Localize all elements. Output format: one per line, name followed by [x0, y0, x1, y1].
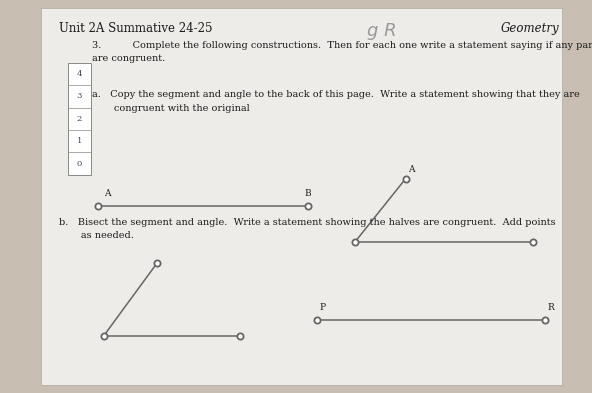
Text: 0: 0 [77, 160, 82, 168]
FancyBboxPatch shape [41, 8, 562, 385]
Text: b.   Bisect the segment and angle.  Write a statement showing the halves are con: b. Bisect the segment and angle. Write a… [59, 218, 556, 240]
Text: 1: 1 [76, 137, 82, 145]
Text: 2: 2 [77, 115, 82, 123]
Text: a.   Copy the segment and angle to the back of this page.  Write a statement sho: a. Copy the segment and angle to the bac… [92, 90, 580, 112]
Text: R: R [548, 303, 554, 312]
Text: Geometry: Geometry [501, 22, 559, 35]
FancyBboxPatch shape [68, 63, 91, 175]
Text: A: A [408, 165, 414, 174]
Text: A: A [104, 189, 110, 198]
Text: 3: 3 [76, 92, 82, 101]
Text: Unit 2A Summative 24-25: Unit 2A Summative 24-25 [59, 22, 213, 35]
Text: 3.          Complete the following constructions.  Then for each one write a sta: 3. Complete the following constructions.… [92, 41, 592, 63]
Text: 4: 4 [76, 70, 82, 78]
Text: B: B [305, 189, 311, 198]
Text: P: P [320, 303, 326, 312]
Text: g R: g R [367, 22, 397, 40]
